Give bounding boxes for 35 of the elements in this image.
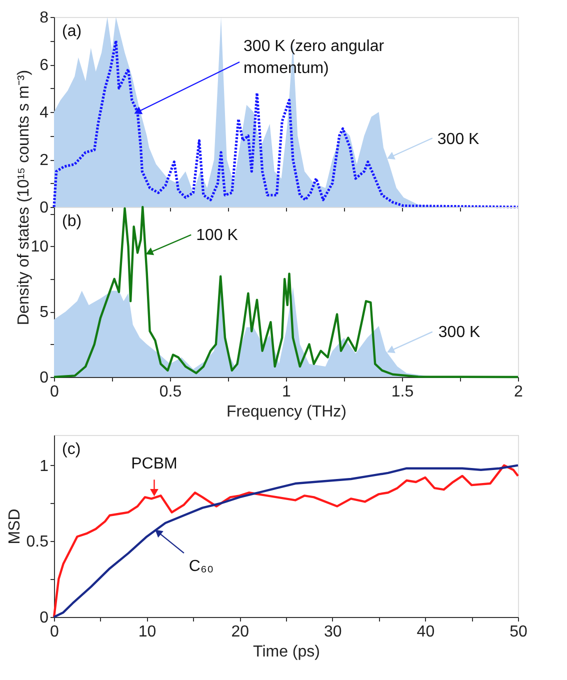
y-tick-label: 0 bbox=[40, 610, 49, 626]
y-axis-title: MSD bbox=[6, 508, 24, 544]
x-tick-label: 2 bbox=[514, 384, 524, 400]
annotation: (c) bbox=[62, 441, 81, 458]
y-axis-title: Density of states (10¹⁵ counts s m⁻³) bbox=[16, 70, 33, 326]
x-axis-title: Time (ps) bbox=[253, 644, 320, 660]
x-tick-label: 0 bbox=[50, 624, 60, 640]
y-tick-label: 10 bbox=[30, 238, 49, 256]
annotation: PCBM bbox=[131, 456, 178, 473]
y-tick-label: 0 bbox=[40, 200, 49, 216]
annotation: (a) bbox=[62, 23, 82, 40]
annotation: 300 K (zero angular momentum) bbox=[244, 38, 385, 77]
y-tick-label: 8 bbox=[40, 10, 49, 26]
x-tick-label: 1.5 bbox=[391, 384, 414, 400]
x-tick-label: 30 bbox=[324, 624, 342, 640]
annotation: C₆₀ bbox=[188, 558, 214, 576]
y-tick-label: 5 bbox=[40, 304, 49, 322]
y-tick-label: 2 bbox=[40, 152, 49, 169]
y-tick-label: 6 bbox=[40, 57, 49, 74]
x-tick-label: 20 bbox=[231, 624, 250, 640]
y-tick-label: 4 bbox=[40, 104, 49, 122]
x-tick-label: 0 bbox=[50, 384, 60, 400]
annotation: 300 K bbox=[438, 324, 481, 341]
y-tick-label: 0 bbox=[40, 370, 49, 386]
y-tick-label: 1 bbox=[40, 458, 49, 475]
x-tick-label: 1 bbox=[282, 384, 292, 400]
x-axis-title: Frequency (THz) bbox=[226, 404, 347, 420]
x-tick-label: 40 bbox=[416, 624, 435, 640]
annotation: 300 K bbox=[437, 131, 480, 148]
annotation: 100 K bbox=[196, 226, 238, 244]
annotation: (b) bbox=[62, 213, 82, 230]
x-tick-label: 50 bbox=[510, 624, 528, 640]
x-tick-label: 10 bbox=[138, 624, 156, 640]
x-tick-label: 0.5 bbox=[159, 384, 182, 400]
y-tick-label: 0.5 bbox=[26, 534, 49, 551]
